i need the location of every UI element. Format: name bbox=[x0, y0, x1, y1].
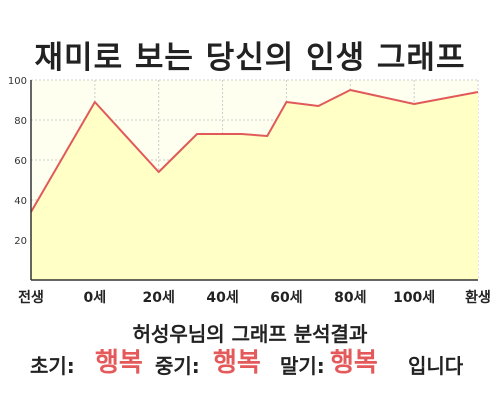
series-line bbox=[30, 89, 479, 213]
y-tick-label: 20 bbox=[14, 236, 27, 247]
x-tick-label: 40세 bbox=[206, 290, 238, 306]
mid-value: 행복 bbox=[213, 348, 261, 378]
y-tick-label: 100 bbox=[8, 76, 27, 87]
late-value: 행복 bbox=[330, 348, 378, 378]
early-value: 행복 bbox=[95, 348, 143, 378]
x-tick-labels: 전생 0세 20세 40세 60세 80세 100세 환생 bbox=[18, 289, 491, 306]
x-tick-label: 환생 bbox=[465, 289, 491, 306]
y-tick-label: 40 bbox=[14, 196, 27, 207]
area-fill bbox=[31, 90, 478, 280]
analysis-heading: 허성우님의 그래프 분석결과 bbox=[132, 322, 368, 346]
early-label: 초기: bbox=[30, 354, 75, 378]
y-tick-label: 60 bbox=[14, 156, 27, 167]
x-tick-label: 80세 bbox=[334, 290, 366, 306]
late-label: 말기: bbox=[280, 354, 325, 378]
x-tick-label: 100세 bbox=[393, 290, 435, 306]
area-shape bbox=[31, 90, 478, 280]
mid-label: 중기: bbox=[155, 354, 200, 378]
x-tick-label: 전생 bbox=[18, 289, 44, 306]
x-tick-label: 60세 bbox=[270, 290, 302, 306]
y-tick-labels: 20 40 60 80 100 bbox=[8, 76, 27, 247]
chart-title: 재미로 보는 당신의 인생 그래프 bbox=[34, 40, 466, 76]
x-tick-label: 20세 bbox=[143, 290, 175, 306]
y-tick-label: 80 bbox=[14, 116, 27, 127]
axes bbox=[30, 80, 478, 281]
x-tick-label: 0세 bbox=[84, 290, 107, 306]
ending-text: 입니다 bbox=[408, 354, 464, 378]
